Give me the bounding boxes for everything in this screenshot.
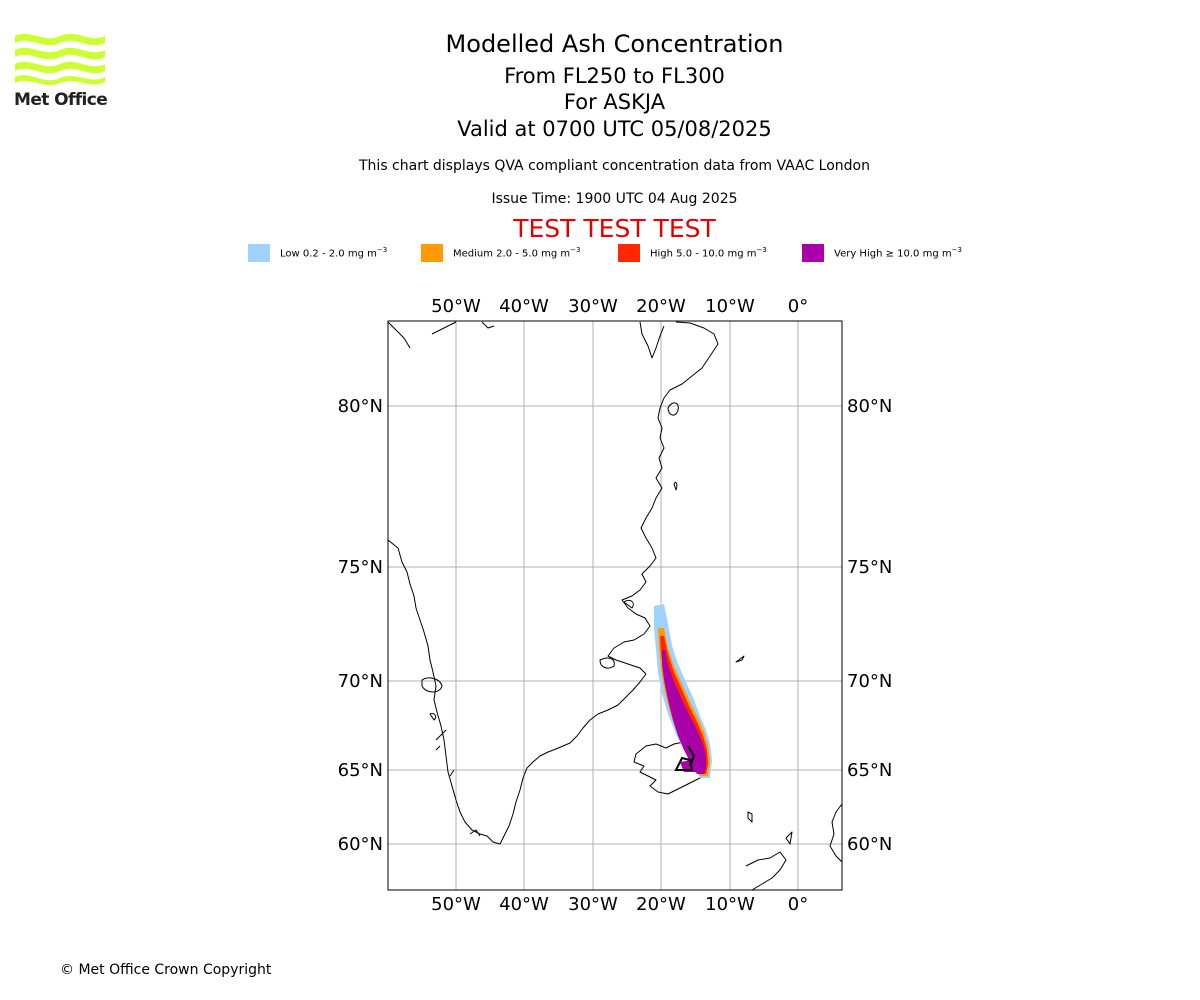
map-gridlines <box>388 321 842 890</box>
map-frame <box>387 320 843 891</box>
lat-label-left: 60°N <box>338 834 383 855</box>
lon-label-bottom: 40°W <box>499 894 549 915</box>
chart-title: Modelled Ash Concentration <box>445 30 784 58</box>
legend-swatch-low <box>248 244 270 262</box>
legend-swatch-very-high <box>802 244 824 262</box>
greenland-west-coast <box>387 539 647 845</box>
lon-label-bottom: 50°W <box>431 894 481 915</box>
lon-label-bottom: 10°W <box>705 894 755 915</box>
lon-label-top: 50°W <box>431 296 481 317</box>
legend-label-medium: Medium 2.0 - 5.0 mg m−3 <box>453 246 581 260</box>
ash-plume <box>654 604 712 778</box>
longitude-labels-bottom: 50°W 40°W 30°W 20°W 10°W 0° <box>431 894 808 915</box>
faroe-islands <box>747 811 753 823</box>
askja-volcano-outline <box>674 745 696 771</box>
lat-label-left: 75°N <box>338 557 383 578</box>
lon-label-bottom: 20°W <box>636 894 686 915</box>
chart-description: This chart displays QVA compliant concen… <box>359 158 870 174</box>
lon-label-top: 20°W <box>636 296 686 317</box>
met-office-logo: Met Office <box>14 30 108 112</box>
legend-swatch-medium <box>421 244 443 262</box>
lon-label-bottom: 30°W <box>568 894 618 915</box>
lon-label-top: 40°W <box>499 296 549 317</box>
concentration-legend: Low 0.2 - 2.0 mg m−3 Medium 2.0 - 5.0 mg… <box>0 244 1200 264</box>
legend-label-very-high: Very High ≥ 10.0 mg m−3 <box>834 246 962 260</box>
lat-label-right: 65°N <box>847 760 892 781</box>
lat-label-right: 70°N <box>847 671 892 692</box>
latitude-labels-right: 80°N 75°N 70°N 65°N 60°N <box>847 396 892 855</box>
legend-label-high: High 5.0 - 10.0 mg m−3 <box>650 246 767 260</box>
legend-item-medium: Medium 2.0 - 5.0 mg m−3 <box>421 244 580 262</box>
met-office-waves-icon <box>15 33 105 86</box>
lat-label-left: 80°N <box>338 396 383 417</box>
volcano-name: For ASKJA <box>563 90 666 114</box>
valid-time: Valid at 0700 UTC 05/08/2025 <box>457 117 772 141</box>
jan-mayen <box>735 655 745 663</box>
west-coast-islands <box>421 677 481 837</box>
legend-item-high: High 5.0 - 10.0 mg m−3 <box>618 244 767 262</box>
lat-label-right: 60°N <box>847 834 892 855</box>
latitude-labels-left: 80°N 75°N 70°N 65°N 60°N <box>338 396 383 855</box>
logo-text: Met Office <box>14 90 108 110</box>
longitude-labels-top: 50°W 40°W 30°W 20°W 10°W 0° <box>431 296 808 317</box>
iceland <box>633 741 711 795</box>
test-banner: TEST TEST TEST <box>513 214 716 243</box>
legend-label-low: Low 0.2 - 2.0 mg m−3 <box>280 246 388 260</box>
lon-label-top: 0° <box>788 296 808 317</box>
ash-very-high-layer <box>662 650 706 774</box>
greenland-fjord-coast <box>607 321 719 675</box>
legend-item-low: Low 0.2 - 2.0 mg m−3 <box>248 244 387 262</box>
flight-level-range: From FL250 to FL300 <box>504 64 725 88</box>
lon-label-top: 10°W <box>705 296 755 317</box>
lon-label-top: 30°W <box>568 296 618 317</box>
issue-time: Issue Time: 1900 UTC 04 Aug 2025 <box>491 191 738 207</box>
norway-coast <box>829 803 843 863</box>
legend-swatch-high <box>618 244 640 262</box>
lat-label-right: 75°N <box>847 557 892 578</box>
lat-label-right: 80°N <box>847 396 892 417</box>
greenland-north-coast <box>387 321 665 359</box>
lat-label-left: 65°N <box>338 760 383 781</box>
copyright-notice: © Met Office Crown Copyright <box>60 962 272 978</box>
lon-label-bottom: 0° <box>788 894 808 915</box>
legend-item-very-high: Very High ≥ 10.0 mg m−3 <box>802 244 962 262</box>
coastlines <box>387 321 843 891</box>
shetland-scotland <box>745 831 793 891</box>
lat-label-left: 70°N <box>338 671 383 692</box>
east-fjord-islands <box>599 402 679 669</box>
